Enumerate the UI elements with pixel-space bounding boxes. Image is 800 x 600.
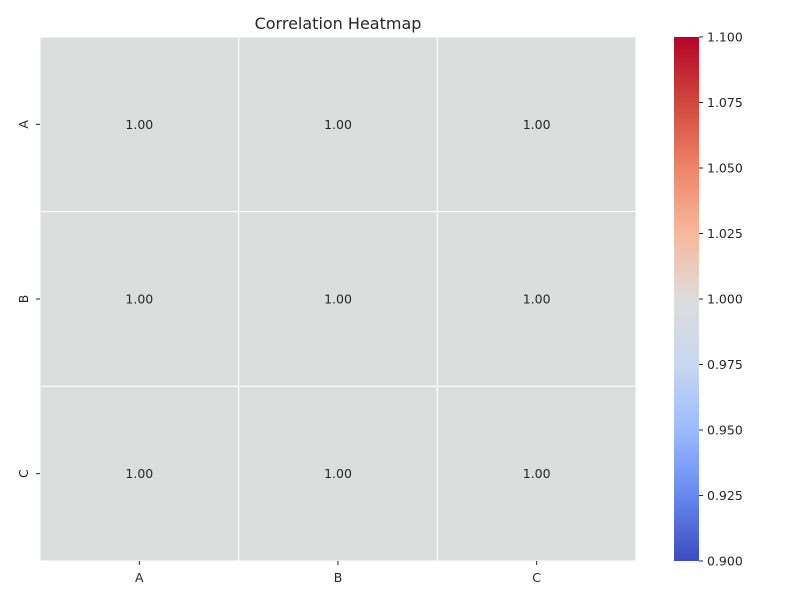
colorbar-tick-label: 1.100 (707, 30, 743, 45)
x-axis-ticks: A B C (135, 561, 541, 585)
colorbar-tick-label: 0.950 (707, 423, 743, 438)
heatmap-cell (436, 36, 637, 213)
colorbar-tick-label: 0.925 (707, 488, 743, 503)
y-tick-label: C (16, 469, 31, 478)
cell-annotation: 1.00 (523, 117, 551, 132)
cell-annotation: 1.00 (324, 117, 352, 132)
x-tick-label: A (135, 570, 144, 585)
colorbar-tick-label: 1.025 (707, 226, 743, 241)
colorbar-tick-label: 1.050 (707, 161, 743, 176)
heatmap-cell (436, 211, 637, 387)
x-tick-label: B (334, 570, 343, 585)
colorbar-tick-label: 0.900 (707, 554, 743, 569)
colorbar-tick-label: 1.075 (707, 95, 743, 110)
y-tick-label: A (16, 120, 31, 129)
colorbar: 0.900 0.925 0.950 0.975 1.000 1.025 1.050 1.075… (674, 30, 743, 569)
cell-annotation: 1.00 (523, 466, 551, 481)
chart-title: Correlation Heatmap (255, 14, 422, 33)
heatmap-cell (39, 385, 240, 562)
y-axis-ticks: A B C (16, 120, 40, 478)
cell-annotation: 1.00 (125, 466, 153, 481)
colorbar-ticks: 0.900 0.925 0.950 0.975 1.000 1.025 1.050 1.075… (699, 30, 743, 569)
colorbar-tick-label: 1.000 (707, 292, 743, 307)
heatmap-cell (238, 385, 438, 562)
cell-annotation: 1.00 (125, 292, 153, 307)
cell-annotation: 1.00 (125, 117, 153, 132)
colorbar-tick-label: 0.975 (707, 357, 743, 372)
heatmap-cell (39, 36, 240, 213)
heatmap-cell (238, 36, 438, 213)
colorbar-gradient (674, 37, 699, 561)
x-tick-label: C (532, 570, 541, 585)
heatmap-cells (39, 36, 637, 562)
cell-annotation: 1.00 (324, 292, 352, 307)
cell-annotation: 1.00 (523, 292, 551, 307)
cell-annotations: 1.00 1.00 1.00 1.00 1.00 1.00 1.00 1.00 1.00 (125, 117, 550, 481)
y-tick-label: B (16, 295, 31, 304)
cell-annotation: 1.00 (324, 466, 352, 481)
heatmap-cell (39, 211, 240, 387)
heatmap-cell (238, 211, 438, 387)
